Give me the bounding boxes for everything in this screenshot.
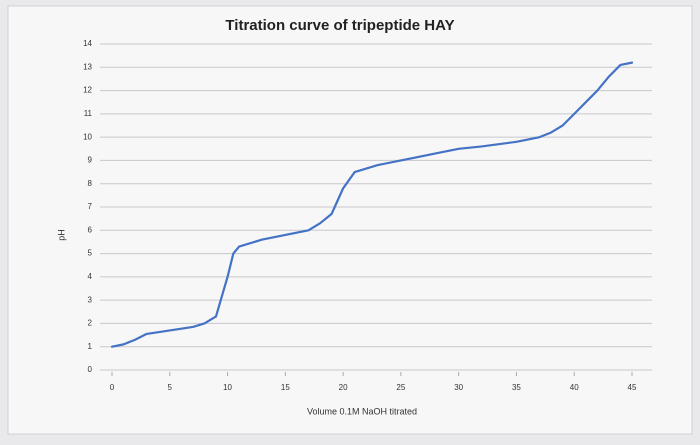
x-tick-label: 10	[223, 383, 232, 392]
y-tick-label: 13	[83, 62, 92, 71]
y-axis-title: pH	[56, 229, 66, 241]
x-tick-label: 0	[110, 383, 115, 392]
x-tick-label: 30	[454, 383, 463, 392]
y-tick-label: 11	[84, 109, 93, 118]
y-tick-label: 7	[88, 202, 93, 211]
x-tick-label: 20	[339, 383, 348, 392]
x-tick-label: 40	[570, 383, 579, 392]
line	[110, 61, 634, 348]
y-tick-label: 8	[88, 179, 93, 188]
y-tick-label: 2	[88, 319, 93, 328]
x-axis-title: Volume 0.1M NaOH titrated	[307, 406, 417, 416]
y-tick-label: 0	[88, 365, 93, 374]
x-tick-label: 15	[281, 383, 290, 392]
x-tick-label: 5	[168, 383, 173, 392]
x-tick-label: 25	[396, 383, 405, 392]
x-tick-label: 35	[512, 383, 521, 392]
x-tick-label: 45	[628, 383, 637, 392]
chart-area	[7, 5, 693, 435]
y-tick-label: 5	[88, 249, 93, 258]
y-tick-label: 3	[88, 295, 93, 304]
y-tick-label: 10	[83, 132, 92, 141]
y-tick-label: 12	[83, 86, 92, 95]
chart-title: Titration curve of tripeptide HAY	[225, 17, 454, 34]
y-tick-label: 14	[83, 39, 92, 48]
y-tick-label: 4	[88, 272, 93, 281]
y-tick-label: 6	[88, 225, 93, 234]
y-tick-label: 1	[88, 342, 93, 351]
y-tick-label: 9	[88, 156, 93, 165]
